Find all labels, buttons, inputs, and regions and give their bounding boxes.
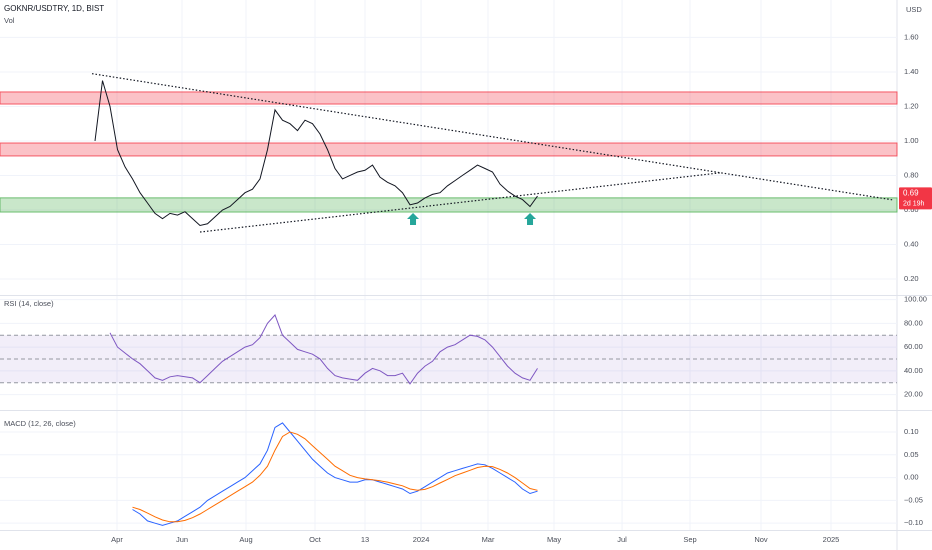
y-tick-label: 80.00 — [904, 318, 923, 327]
y-tick-label: 0.80 — [904, 170, 919, 179]
zone — [0, 197, 898, 213]
macd-title: MACD (12, 26, close) — [4, 419, 76, 428]
arrow — [407, 213, 420, 225]
y-tick-label: 1.40 — [904, 67, 919, 76]
series-line — [132, 431, 538, 523]
y-tick-label: 1.60 — [904, 32, 919, 41]
x-tick-label: 13 — [361, 535, 369, 544]
price-line — [109, 314, 538, 385]
volume-label: Vol — [4, 16, 15, 25]
x-tick-label: Nov — [754, 535, 768, 544]
y-tick-label: 0.00 — [904, 473, 919, 482]
y-tick-label: 40.00 — [904, 366, 923, 375]
y-tick-label: 1.00 — [904, 136, 919, 145]
x-tick-label: Jun — [176, 535, 188, 544]
x-tick-label: 2025 — [823, 535, 840, 544]
y-tick-label: 1.20 — [904, 101, 919, 110]
price-tag — [899, 187, 932, 210]
zone — [0, 142, 898, 157]
y-tick-label: 0.60 — [904, 205, 919, 214]
x-tick-label: Sep — [683, 535, 696, 544]
countdown: 2d 19h — [903, 200, 925, 207]
y-tick-label: 0.20 — [904, 274, 919, 283]
currency-label: USD — [906, 5, 922, 14]
y-tick-label: 60.00 — [904, 342, 923, 351]
price-tag-label: 0.69 — [903, 189, 919, 198]
y-tick-label: 20.00 — [904, 390, 923, 399]
y-tick-label: 0.40 — [904, 239, 919, 248]
y-tick-label: 0.05 — [904, 450, 919, 459]
y-tick-label: 0.10 — [904, 427, 919, 436]
x-tick-label: Apr — [111, 535, 123, 544]
arrow — [524, 213, 537, 225]
x-tick-label: 2024 — [413, 535, 430, 544]
x-tick-label: Oct — [309, 535, 322, 544]
y-tick-label: −0.10 — [904, 518, 923, 527]
rsi-title: RSI (14, close) — [4, 299, 54, 308]
price-line — [94, 80, 538, 227]
x-tick-label: Jul — [617, 535, 627, 544]
zone — [0, 91, 898, 105]
trendline — [91, 73, 894, 201]
y-tick-label: 100.00 — [904, 295, 927, 304]
x-tick-label: Aug — [239, 535, 252, 544]
series-line — [132, 422, 538, 526]
chart-title: GOKNR/USDTRY, 1D, BIST — [4, 4, 104, 13]
y-tick-label: −0.05 — [904, 495, 923, 504]
x-tick-label: May — [547, 535, 561, 544]
x-tick-label: Mar — [482, 535, 495, 544]
